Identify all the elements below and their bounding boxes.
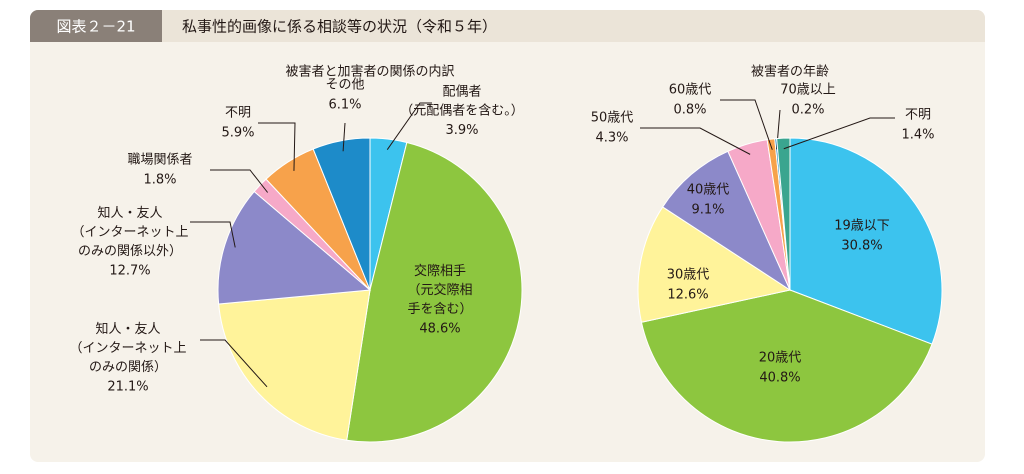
pie-slice: [776, 137, 791, 291]
pie-slice: [217, 190, 372, 305]
slice-value-label: 6.1%: [328, 98, 361, 113]
slice-value-label: 40.8%: [759, 371, 800, 386]
figure-number-box: [30, 10, 162, 42]
pie-slice: [640, 289, 933, 443]
slice-value-label: 9.1%: [691, 203, 724, 218]
pie-slice: [637, 206, 792, 323]
slice-label: 不明: [225, 106, 251, 121]
slice-label: 19歳以下: [834, 219, 890, 234]
header-band: [30, 10, 985, 42]
slice-value-label: 4.3%: [595, 131, 628, 146]
figure-number: 図表２－21: [56, 18, 135, 36]
slice-label: 50歳代: [591, 111, 634, 126]
leader-line: [258, 122, 296, 171]
slice-value-label: 12.7%: [109, 264, 150, 279]
slice-label: 交際相手（元交際相手を含む）: [407, 263, 472, 317]
leader-line: [720, 99, 773, 150]
slice-value-label: 12.6%: [667, 288, 708, 303]
slice-value-label: 30.8%: [841, 239, 882, 254]
pie-slice: [218, 289, 371, 441]
pie-slice: [312, 137, 371, 291]
chart-subtitle: 被害者と加害者の関係の内訳: [285, 64, 454, 80]
slice-value-label: 48.6%: [419, 322, 460, 337]
slice-label: 60歳代: [669, 83, 712, 98]
figure-title: 私事性的画像に係る相談等の状況（令和５年）: [182, 18, 497, 36]
pie-slice: [346, 141, 523, 443]
leader-line: [342, 122, 346, 152]
chart-subtitle: 被害者の年齢: [751, 64, 829, 80]
slice-label: 30歳代: [667, 268, 710, 283]
leader-line: [640, 127, 751, 155]
slice-value-label: 1.4%: [901, 128, 934, 143]
slice-label: 70歳以上: [780, 83, 836, 98]
slice-label: 配偶者（元配偶者を含む。）: [400, 84, 524, 118]
slice-label: 職場関係者: [127, 153, 192, 168]
slice-value-label: 5.9%: [221, 126, 254, 141]
leader-line: [386, 102, 432, 150]
pie-slice: [662, 150, 792, 292]
slice-label: 40歳代: [687, 183, 730, 198]
slice-value-label: 0.2%: [791, 103, 824, 118]
slice-label: 不明: [905, 108, 931, 123]
pie-slice: [789, 137, 943, 345]
leader-line: [200, 339, 268, 388]
slice-value-label: 1.8%: [143, 173, 176, 188]
leader-line: [210, 169, 269, 193]
leader-line: [190, 221, 236, 248]
slice-label: 知人・友人（インターネット上のみの関係）: [69, 321, 186, 375]
slice-value-label: 0.8%: [673, 103, 706, 118]
slice-label: 知人・友人（インターネット上のみの関係以外）: [71, 205, 188, 259]
slice-value-label: 3.9%: [445, 123, 478, 138]
slice-value-label: 21.1%: [107, 380, 148, 395]
slice-label: その他: [325, 78, 364, 93]
slice-label: 20歳代: [759, 351, 802, 366]
leader-line: [783, 117, 895, 150]
